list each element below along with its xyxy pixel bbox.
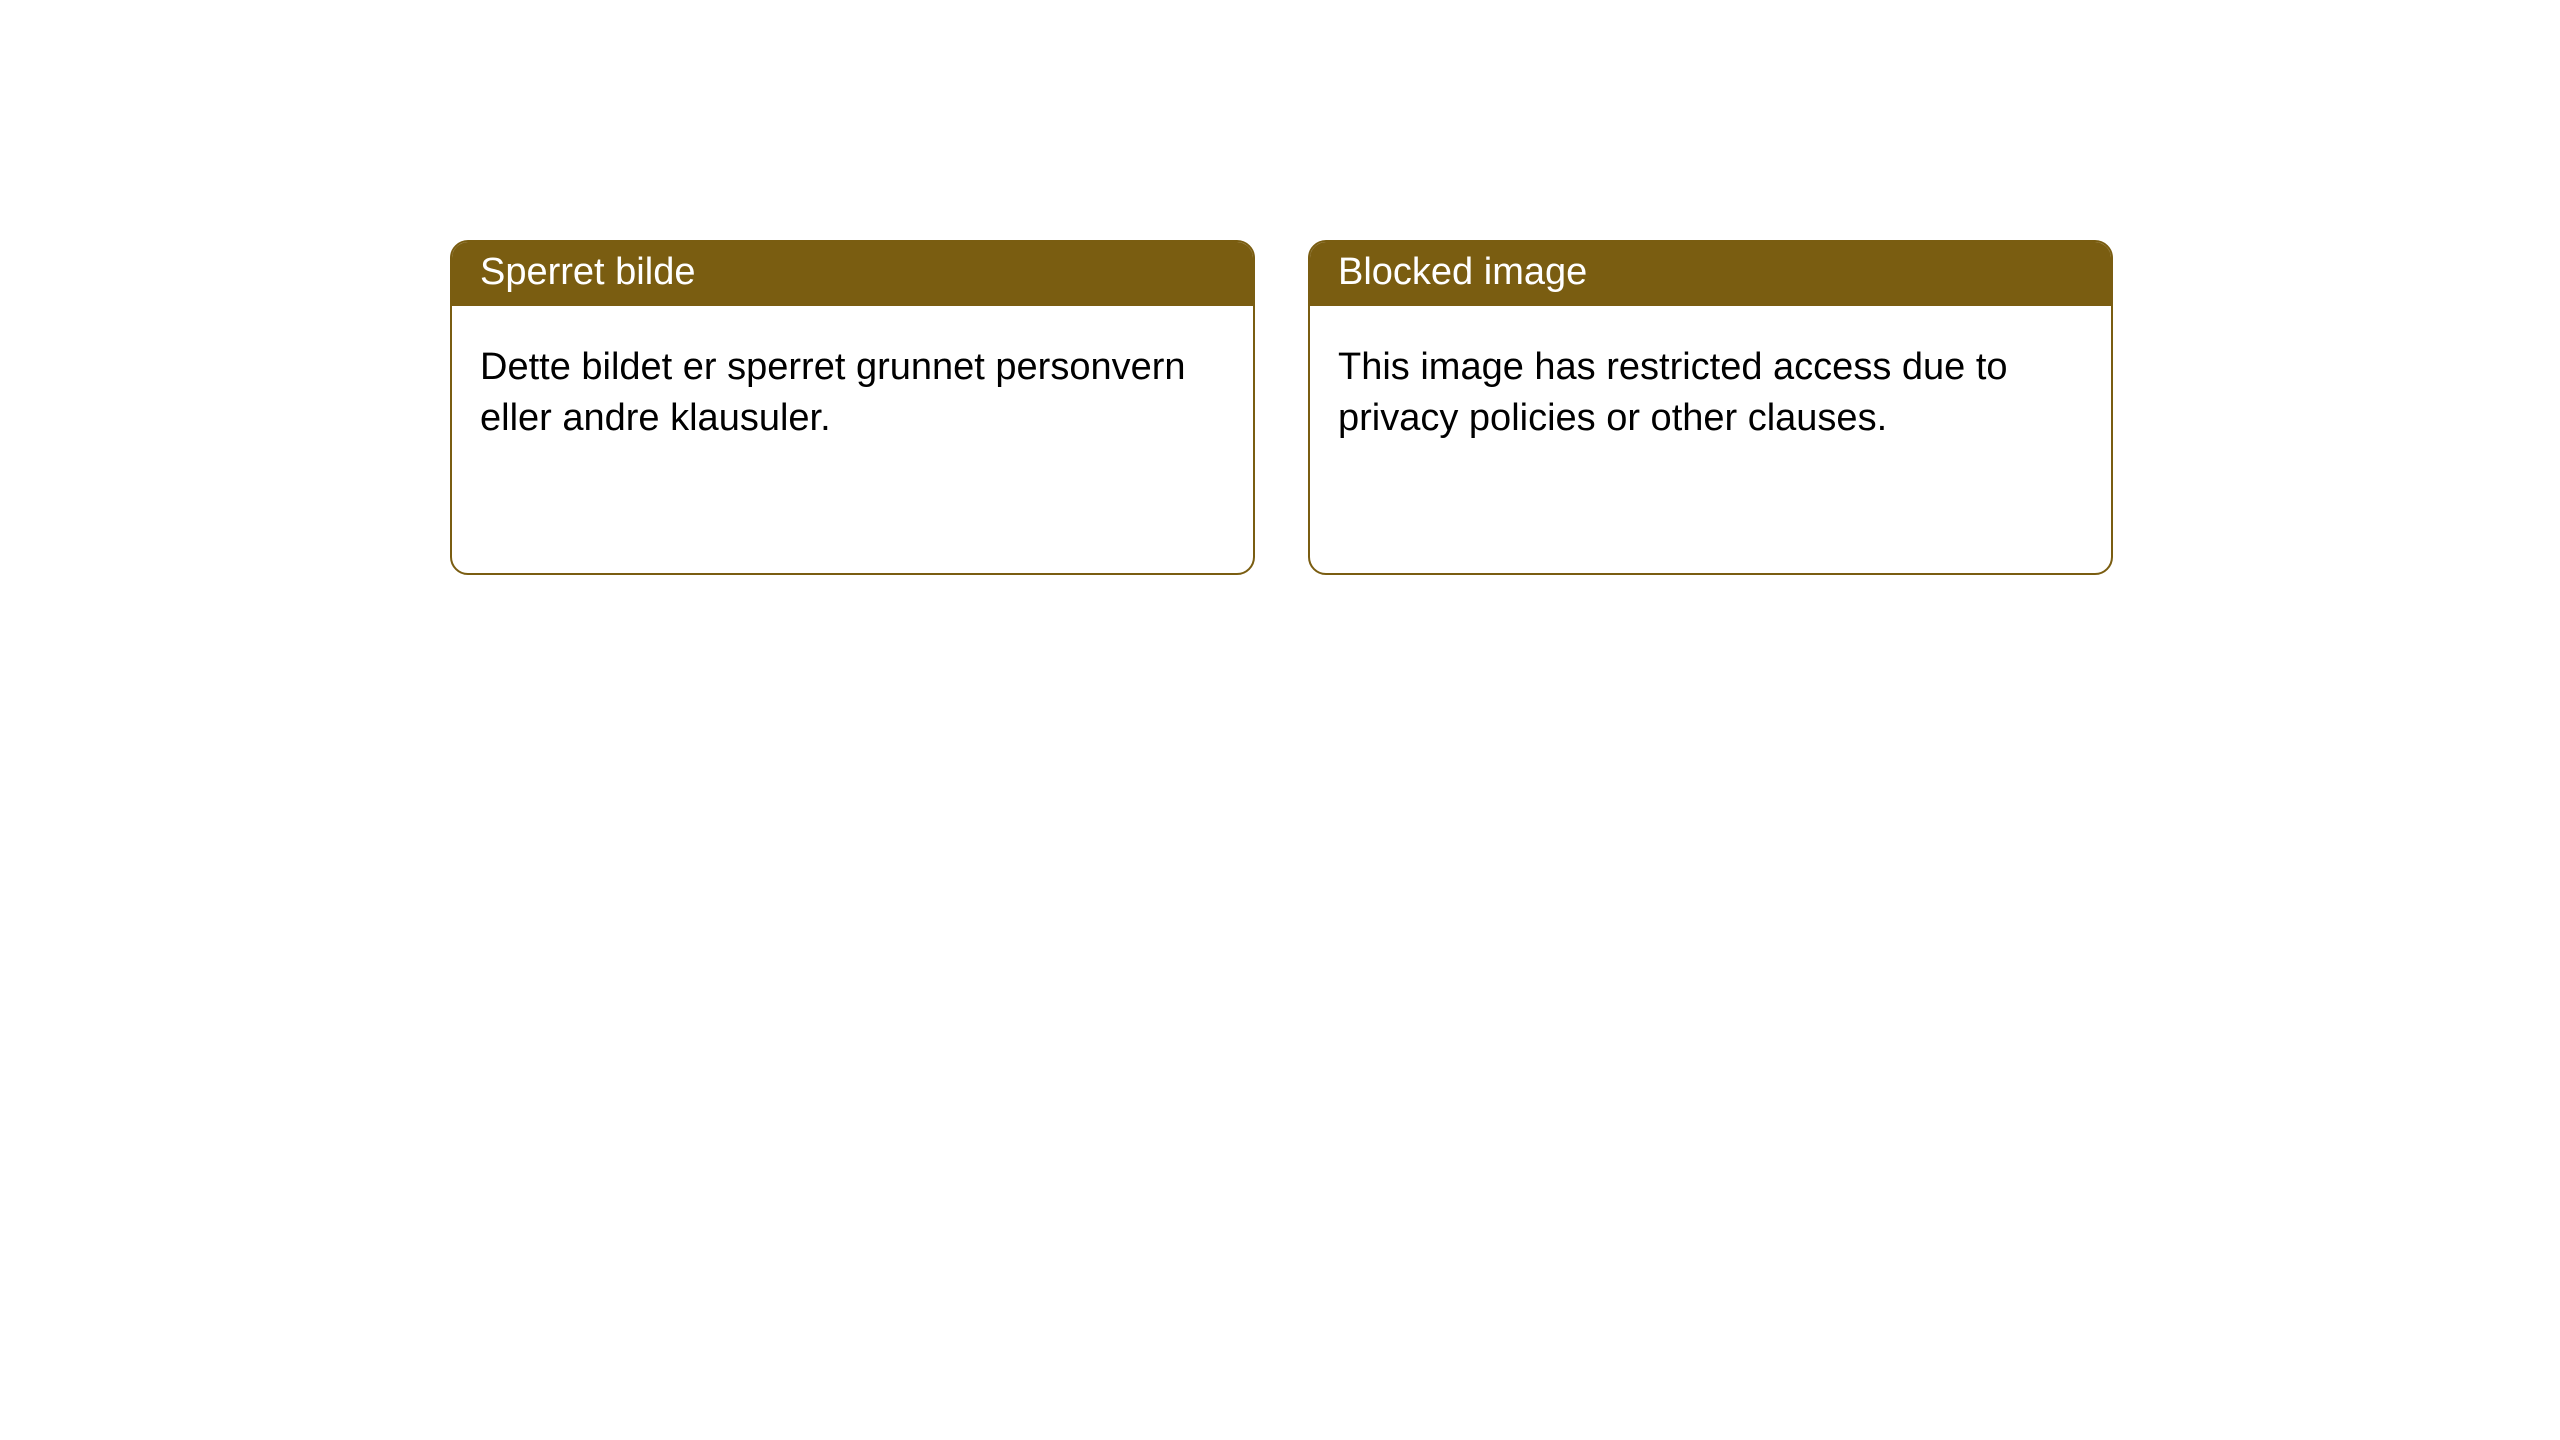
notice-card-no-body: Dette bildet er sperret grunnet personve… <box>452 306 1253 473</box>
notice-card-en: Blocked image This image has restricted … <box>1308 240 2113 575</box>
notice-card-en-title: Blocked image <box>1310 242 2111 306</box>
notice-card-no: Sperret bilde Dette bildet er sperret gr… <box>450 240 1255 575</box>
notice-container: Sperret bilde Dette bildet er sperret gr… <box>0 0 2560 575</box>
notice-card-no-title: Sperret bilde <box>452 242 1253 306</box>
notice-card-en-body: This image has restricted access due to … <box>1310 306 2111 473</box>
